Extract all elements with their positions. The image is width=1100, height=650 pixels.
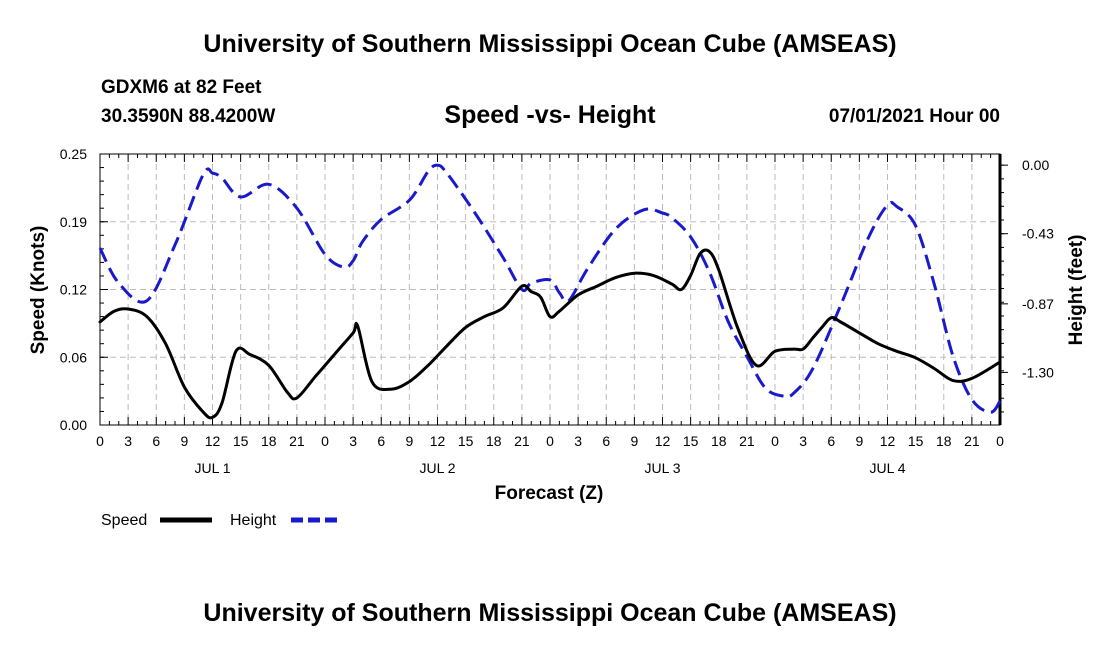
x-tick-label: 21 xyxy=(514,433,530,449)
page-title: University of Southern Mississippi Ocean… xyxy=(203,30,897,58)
y-left-tick-label: 0.25 xyxy=(60,146,87,162)
day-label: JUL 1 xyxy=(194,460,230,476)
y-axis-left-title: Speed (Knots) xyxy=(28,226,49,355)
x-tick-label: 0 xyxy=(996,433,1004,449)
x-tick-label: 12 xyxy=(205,433,221,449)
legend-label-height: Height xyxy=(230,512,277,529)
y-left-tick-label: 0.12 xyxy=(60,282,87,298)
x-tick-label: 12 xyxy=(880,433,896,449)
station-label: GDXM6 at 82 Feet xyxy=(101,77,262,98)
x-tick-label: 6 xyxy=(377,433,385,449)
x-tick-label: 9 xyxy=(630,433,638,449)
x-axis-title: Forecast (Z) xyxy=(495,483,604,504)
series-layer xyxy=(98,163,1002,420)
x-tick-label: 3 xyxy=(124,433,132,449)
series-speed-line xyxy=(98,248,1002,420)
x-tick-label: 21 xyxy=(289,433,305,449)
x-tick-label: 3 xyxy=(349,433,357,449)
x-tick-label: 6 xyxy=(152,433,160,449)
x-tick-label: 3 xyxy=(799,433,807,449)
x-tick-label: 9 xyxy=(405,433,413,449)
series-height-line xyxy=(98,163,1002,414)
legend-label-speed: Speed xyxy=(101,512,147,529)
x-tick-label: 9 xyxy=(180,433,188,449)
x-tick-label: 21 xyxy=(739,433,755,449)
label-layer: 0 3 6 9 12 15 18 21 0 3 6 9 12 15 18 21 0 3 6 9 12 15 18 21 0 3 6 9… xyxy=(60,146,1054,476)
x-tick-label: 6 xyxy=(602,433,610,449)
x-tick-label: 6 xyxy=(827,433,835,449)
plot-title: Speed -vs- Height xyxy=(444,101,656,129)
y-axis-right-title: Height (feet) xyxy=(1066,235,1087,346)
y-left-tick-label: 0.19 xyxy=(60,214,87,230)
x-tick-label: 3 xyxy=(574,433,582,449)
x-tick-label: 15 xyxy=(683,433,699,449)
x-tick-label: 18 xyxy=(936,433,952,449)
x-tick-label: 15 xyxy=(458,433,474,449)
x-tick-label: 9 xyxy=(855,433,863,449)
datetime-label: 07/01/2021 Hour 00 xyxy=(828,106,1000,127)
y-right-tick-label: -0.43 xyxy=(1022,226,1054,242)
x-tick-label: 21 xyxy=(964,433,980,449)
grid-layer xyxy=(100,154,1000,425)
y-left-tick-label: 0.00 xyxy=(60,417,87,433)
x-tick-label: 15 xyxy=(908,433,924,449)
y-left-tick-label: 0.06 xyxy=(60,349,87,365)
y-right-tick-label: -0.87 xyxy=(1022,296,1054,312)
day-label: JUL 3 xyxy=(644,460,680,476)
axis-layer xyxy=(99,153,1008,426)
x-tick-label: 18 xyxy=(486,433,502,449)
x-tick-label: 0 xyxy=(321,433,329,449)
legend: Speed Height xyxy=(101,512,342,529)
x-tick-label: 18 xyxy=(261,433,277,449)
x-tick-label: 12 xyxy=(655,433,671,449)
x-tick-label: 15 xyxy=(233,433,249,449)
x-tick-label: 0 xyxy=(771,433,779,449)
x-tick-label: 18 xyxy=(711,433,727,449)
day-label: JUL 2 xyxy=(419,460,455,476)
x-tick-label: 0 xyxy=(96,433,104,449)
y-right-tick-label: -1.30 xyxy=(1022,364,1054,380)
x-tick-label: 12 xyxy=(430,433,446,449)
day-label: JUL 4 xyxy=(869,460,905,476)
coordinates-label: 30.3590N 88.4200W xyxy=(101,106,276,127)
x-tick-label: 0 xyxy=(546,433,554,449)
footer-title: University of Southern Mississippi Ocean… xyxy=(203,599,897,627)
y-right-tick-label: 0.00 xyxy=(1022,157,1049,173)
